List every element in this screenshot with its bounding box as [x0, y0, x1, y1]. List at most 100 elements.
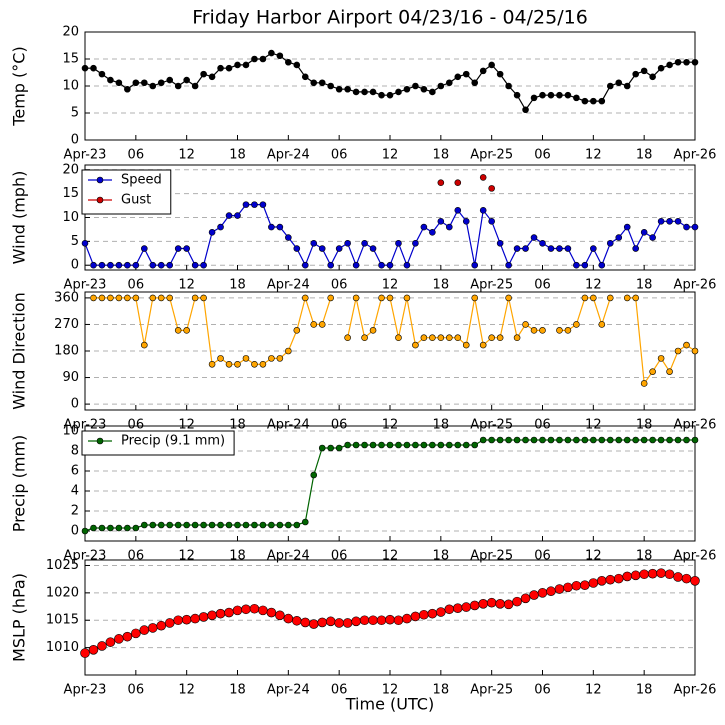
data-point: [597, 576, 607, 586]
data-point: [301, 294, 309, 302]
data-point: [403, 294, 411, 302]
legend-marker: [96, 437, 104, 445]
data-point: [479, 67, 487, 75]
data-point: [622, 571, 633, 582]
data-point: [173, 615, 183, 626]
data-point: [217, 521, 224, 529]
data-point: [141, 341, 148, 349]
x-tick-label: 18: [433, 418, 450, 433]
data-point: [115, 524, 123, 532]
x-tick-label: 06: [128, 418, 145, 433]
data-point: [529, 590, 539, 600]
x-tick-label: 12: [585, 278, 602, 293]
data-point: [97, 641, 107, 651]
data-point: [141, 245, 148, 252]
x-tick-label: 18: [433, 683, 450, 698]
data-point: [590, 97, 597, 105]
y-tick-label: 1020: [46, 585, 79, 600]
data-point: [149, 294, 157, 302]
data-point: [462, 218, 470, 225]
data-point: [90, 64, 97, 72]
data-point: [496, 436, 504, 444]
data-point: [564, 245, 572, 252]
data-point: [412, 441, 419, 449]
data-point: [251, 55, 258, 63]
x-tick-label: 06: [534, 549, 551, 564]
data-point: [530, 327, 538, 334]
x-tick-label: 18: [433, 278, 450, 293]
data-point: [149, 521, 157, 529]
data-point: [657, 64, 665, 72]
data-point: [505, 261, 512, 269]
data-point: [166, 76, 174, 84]
x-tick-label: 12: [585, 683, 602, 698]
data-point: [285, 521, 292, 529]
data-point: [183, 521, 190, 529]
data-point: [420, 334, 428, 342]
legend-label: Gust: [121, 193, 151, 208]
data-point: [462, 341, 470, 349]
x-tick-label: Apr-26: [674, 148, 717, 163]
data-point: [190, 613, 200, 624]
data-point: [200, 70, 207, 78]
data-point: [479, 341, 487, 349]
data-point: [376, 615, 387, 626]
data-point: [200, 521, 207, 529]
data-point: [285, 347, 292, 355]
data-point: [683, 341, 690, 349]
data-point: [588, 578, 599, 588]
data-point: [166, 261, 174, 269]
data-point: [539, 91, 546, 99]
x-tick-label: 18: [229, 683, 246, 698]
y-tick-label: 2: [71, 504, 79, 519]
x-tick-label: 06: [534, 683, 551, 698]
data-point: [191, 294, 199, 302]
data-point: [378, 294, 385, 302]
series-line: [93, 295, 696, 386]
data-point: [361, 334, 368, 342]
data-point: [649, 436, 656, 444]
data-point: [573, 436, 580, 444]
y-tick-label: 360: [54, 290, 79, 305]
data-point: [452, 603, 463, 613]
data-point: [241, 604, 251, 615]
data-point: [327, 82, 334, 90]
data-point: [276, 223, 284, 231]
data-point: [386, 441, 394, 449]
x-tick-label: 12: [382, 278, 399, 293]
data-point: [539, 327, 546, 334]
data-point: [666, 436, 673, 444]
data-point: [208, 73, 216, 81]
x-tick-label: Apr-25: [470, 278, 513, 293]
data-point: [471, 441, 479, 449]
data-point: [539, 436, 546, 444]
data-point: [293, 521, 301, 529]
y-axis-label: Wind Direction: [10, 292, 29, 410]
data-point: [225, 64, 233, 72]
data-point: [402, 613, 412, 624]
data-point: [124, 294, 131, 302]
data-point: [174, 327, 182, 334]
data-point: [234, 61, 241, 69]
y-axis-label: Temp (°C): [10, 46, 29, 126]
x-tick-label: 18: [433, 148, 450, 163]
y-tick-label: 0: [71, 258, 79, 273]
data-point: [623, 223, 631, 231]
data-point: [615, 436, 623, 444]
data-point: [132, 79, 140, 87]
data-point: [352, 88, 360, 96]
data-point: [98, 261, 106, 269]
data-point: [217, 355, 224, 362]
data-point: [191, 261, 199, 269]
data-point: [395, 239, 402, 247]
data-point: [664, 569, 675, 580]
data-point: [522, 436, 529, 444]
data-point: [308, 619, 319, 629]
data-point: [115, 261, 123, 269]
legend-marker: [96, 176, 104, 184]
data-point: [649, 368, 656, 375]
data-point: [335, 85, 343, 93]
data-point: [166, 294, 174, 302]
x-tick-label: 12: [382, 148, 399, 163]
